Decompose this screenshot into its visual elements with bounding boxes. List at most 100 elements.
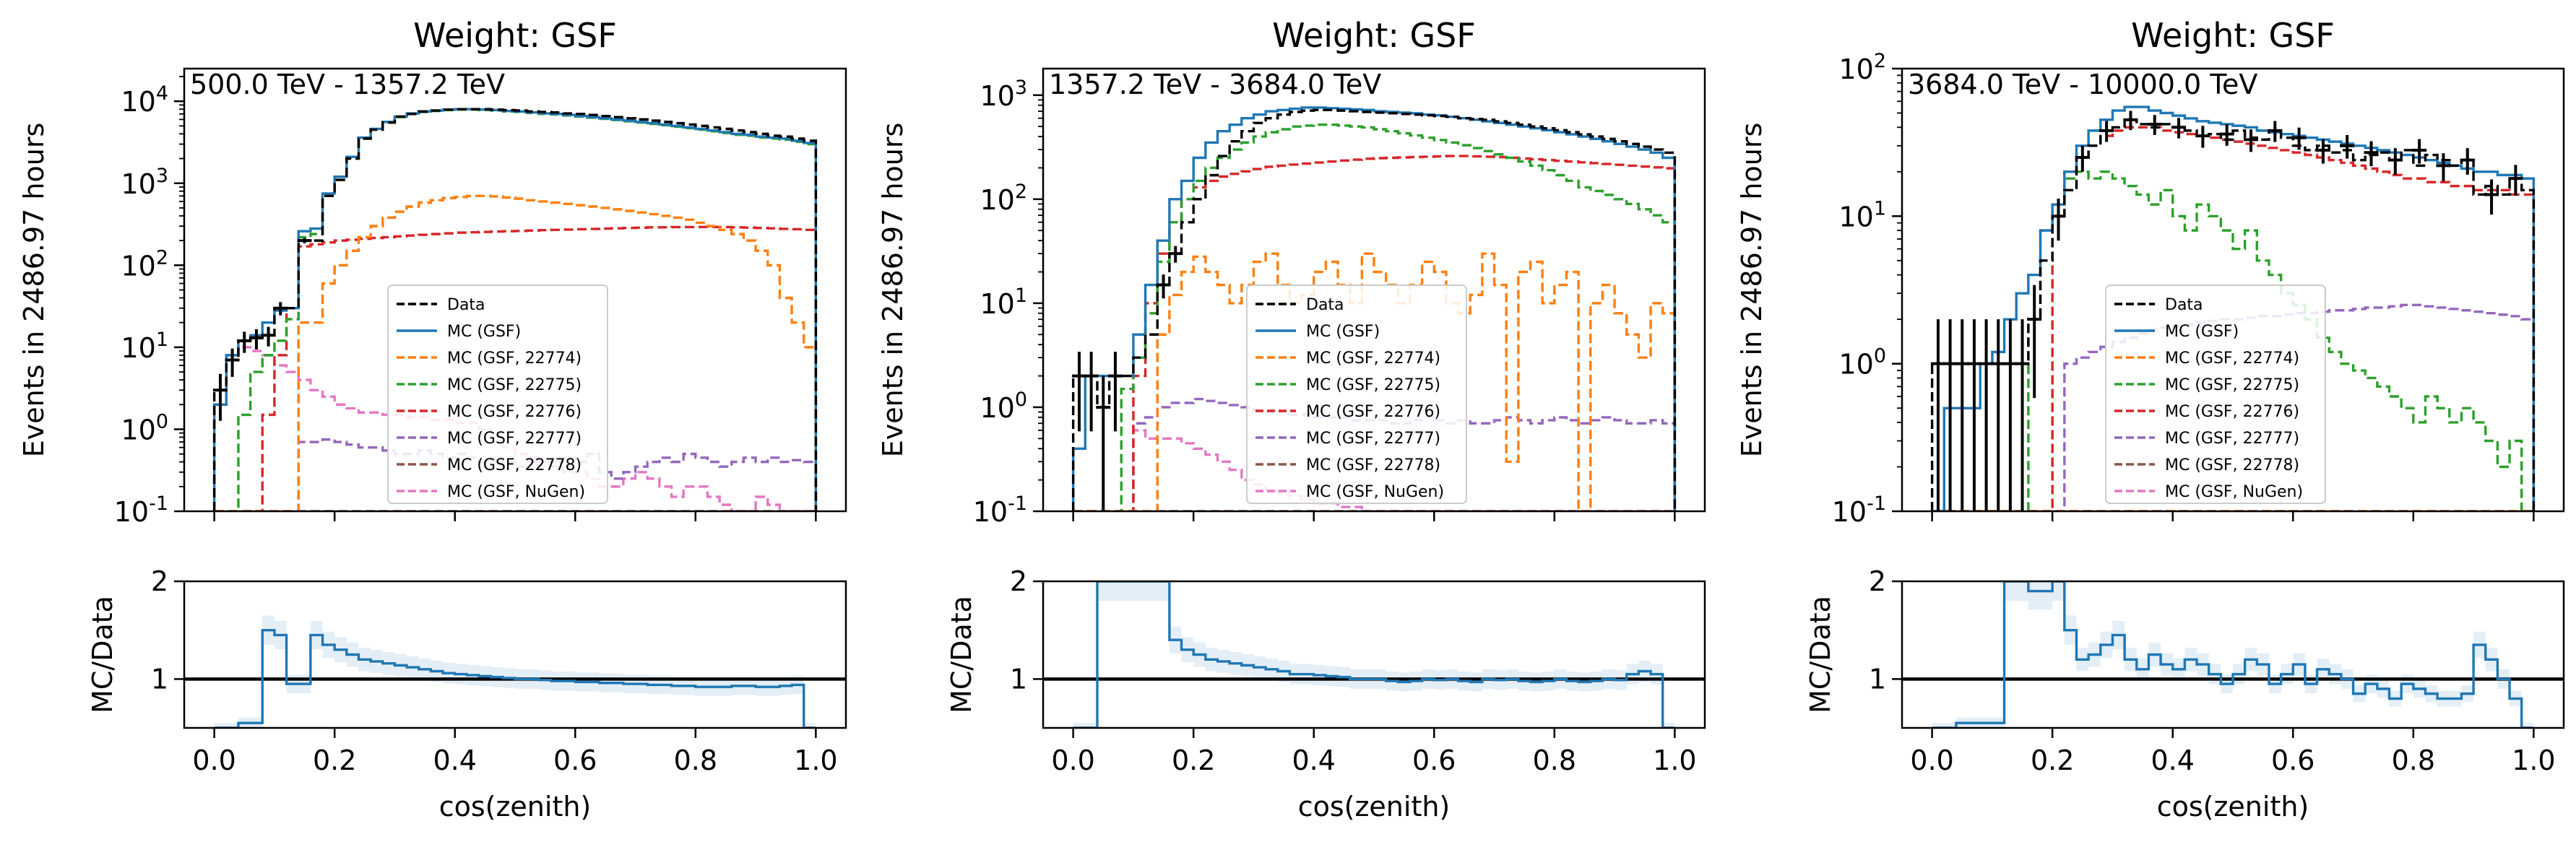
x-tick-label: 0.2 (313, 745, 356, 776)
chart-panel-2: 10-1 100 101 102 103 1357.2 TeV - 3684.0 TeV E… (877, 16, 1706, 823)
y-tick-label: 101 (980, 285, 1027, 320)
legend-entry: MC (GSF, 22776) (447, 403, 582, 421)
main-axes: 10-1 100 101 102 103 104 500.0 TeV - 1357.2 Te… (18, 67, 847, 528)
ratio-band-bin (1073, 723, 1086, 728)
legend-entry: MC (GSF, 22775) (447, 376, 582, 394)
legend-entry: MC (GSF, 22777) (2165, 430, 2299, 448)
ratio-line (214, 628, 816, 728)
energy-range-label: 3684.0 TeV - 10000.0 TeV (1908, 69, 2257, 100)
legend-entry: MC (GSF, NuGen) (2165, 483, 2303, 501)
ratio-axes: 1 2 MC/Data 0.0 0.2 0.4 0.6 0.8 1.0 cos(zenith) (87, 565, 847, 823)
chart-panel-3: 10-1 100 101 102 3684.0 TeV - 10000.0 TeV Eve… (1736, 16, 2565, 823)
main-plot-area (212, 108, 818, 511)
ratio-y-tick-label: 2 (1010, 565, 1027, 597)
x-tick-label: 0.0 (1051, 745, 1094, 776)
ratio-band-bin (2040, 581, 2053, 610)
x-tick-label: 0.6 (2271, 745, 2314, 776)
chart-title: Weight: GSF (2131, 16, 2335, 55)
legend-entry: Data (2165, 296, 2203, 314)
series-line-data (1930, 118, 2536, 511)
x-tick-label: 1.0 (794, 745, 837, 776)
ratio-y-tick-label: 1 (1010, 663, 1027, 695)
chart-panel-1: 10-1 100 101 102 103 104 500.0 TeV - 1357.2 Te… (18, 16, 847, 823)
ratio-line (1073, 581, 1675, 728)
ratio-band-bin (2052, 581, 2065, 602)
x-axis-label: cos(zenith) (2157, 791, 2309, 823)
x-tick-label: 0.0 (1910, 745, 1953, 776)
series-line-mc-gsf-22775- (1932, 170, 2534, 511)
ratio-line (1932, 581, 2534, 728)
legend-entry: MC (GSF, NuGen) (447, 483, 585, 501)
ratio-band-bin (1097, 581, 1110, 602)
y-tick-label: 102 (121, 246, 168, 282)
ratio-band-bin (1109, 581, 1122, 602)
x-tick-label: 0.8 (2392, 745, 2435, 776)
x-tick-label: 0.8 (1533, 745, 1576, 776)
main-plot-area (1071, 106, 1677, 511)
x-tick-label: 0.8 (674, 745, 717, 776)
ratio-band-bin (2004, 581, 2017, 602)
ratio-y-tick-label: 2 (151, 565, 168, 597)
x-axis-label: cos(zenith) (439, 791, 592, 823)
legend-entry: MC (GSF, 22778) (1306, 456, 1440, 474)
y-tick-label: 100 (980, 389, 1027, 424)
legend-entry: MC (GSF, 22775) (2165, 376, 2299, 394)
chart-title: Weight: GSF (413, 16, 617, 55)
ratio-y-tick-label: 1 (151, 663, 168, 695)
series-line-data (1071, 108, 1677, 511)
energy-range-label: 1357.2 TeV - 3684.0 TeV (1049, 69, 1381, 100)
ratio-band-bin (2016, 581, 2028, 602)
series-line-mc-gsf- (1932, 105, 2536, 511)
ratio-y-tick-label: 2 (1869, 565, 1886, 597)
x-axis-label: cos(zenith) (1298, 791, 1451, 823)
y-tick-label: 10-1 (1832, 492, 1886, 528)
ratio-axes: 1 2 MC/Data 0.0 0.2 0.4 0.6 0.8 1.0 cos(zenith) (946, 565, 1706, 823)
y-tick-label: 103 (121, 165, 168, 200)
y-tick-label: 102 (1838, 50, 1886, 85)
y-axis-label: Events in 2486.97 hours (877, 123, 909, 458)
ratio-plot-area (1043, 581, 1705, 728)
y-tick-label: 10-1 (114, 492, 168, 528)
legend-entry: MC (GSF, 22776) (2165, 403, 2299, 421)
series-line-mc-gsf-22774- (214, 194, 818, 511)
y-tick-label: 102 (980, 181, 1027, 216)
chart-title: Weight: GSF (1272, 16, 1476, 55)
ratio-band-bin (1157, 581, 1170, 602)
legend-box (1246, 285, 1467, 504)
legend-entry: MC (GSF) (1306, 323, 1380, 341)
legend-entry: MC (GSF, 22774) (2165, 350, 2299, 368)
legend-entry: MC (GSF, 22778) (2165, 456, 2299, 474)
legend-entry: MC (GSF, 22778) (447, 456, 582, 474)
y-tick-label: 103 (980, 77, 1027, 112)
ratio-band-bin (2521, 723, 2534, 728)
x-tick-label: 0.4 (1292, 745, 1336, 776)
ratio-axes-frame (183, 580, 847, 729)
legend-entry: MC (GSF) (447, 323, 521, 341)
main-axes-frame (1042, 67, 1706, 513)
ratio-band-bin (2028, 581, 2041, 610)
ratio-y-axis-label: MC/Data (87, 596, 118, 713)
ratio-band-bin (1121, 581, 1133, 602)
legend-entry: MC (GSF, 22776) (1306, 403, 1440, 421)
y-axis-label: Events in 2486.97 hours (1736, 123, 1768, 458)
x-tick-label: 1.0 (2512, 745, 2555, 776)
series-line-data (212, 108, 818, 511)
legend-entry: MC (GSF) (2165, 323, 2239, 341)
main-axes: 10-1 100 101 102 3684.0 TeV - 10000.0 TeV Eve… (1736, 50, 2565, 528)
legend-entry: Data (447, 296, 485, 314)
legend-entry: MC (GSF, 22774) (1306, 350, 1440, 368)
x-tick-label: 0.0 (192, 745, 235, 776)
ratio-plot-area (1902, 581, 2564, 728)
y-tick-label: 101 (121, 329, 168, 364)
series-line-mc-gsf-22777- (1932, 303, 2536, 511)
x-tick-label: 0.2 (2031, 745, 2074, 776)
ratio-y-axis-label: MC/Data (946, 596, 977, 713)
ratio-band-bin (214, 723, 227, 728)
y-tick-label: 100 (1838, 345, 1886, 381)
legend-entry: Data (1306, 296, 1344, 314)
y-tick-label: 104 (121, 82, 168, 118)
ratio-axes: 1 2 MC/Data 0.0 0.2 0.4 0.6 0.8 1.0 cos(zenith) (1805, 565, 2565, 823)
legend-box (2105, 285, 2326, 504)
legend-entry: MC (GSF, 22775) (1306, 376, 1440, 394)
